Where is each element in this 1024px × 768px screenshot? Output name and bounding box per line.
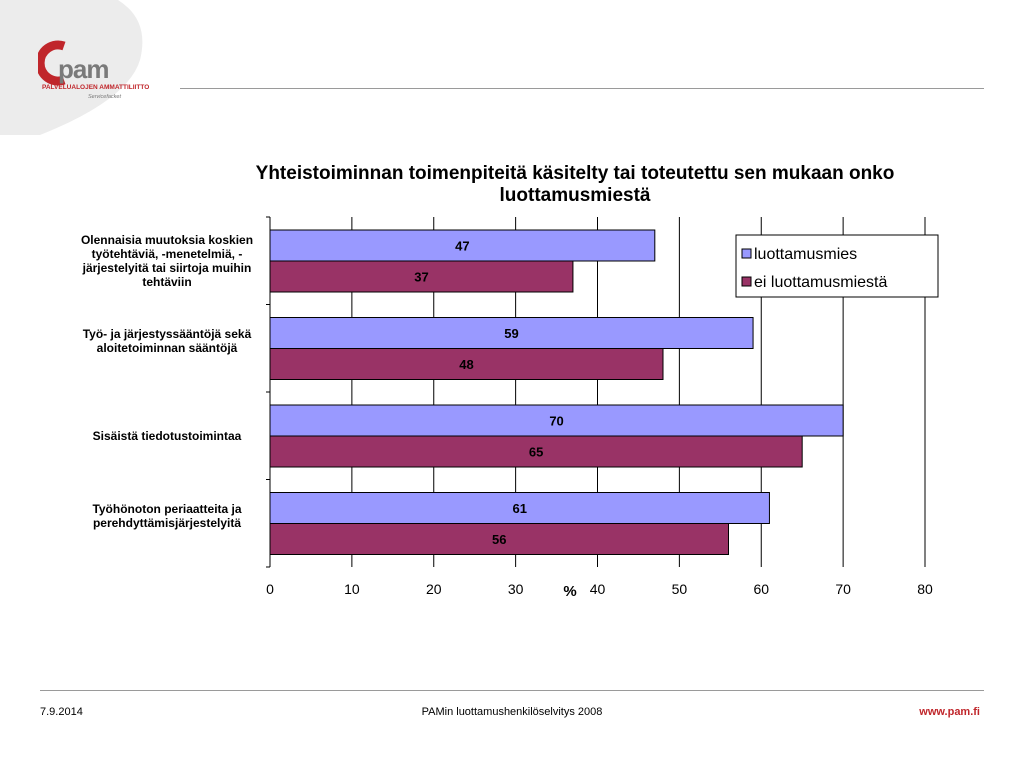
bar <box>269 229 656 262</box>
legend-box <box>735 234 939 298</box>
bar <box>269 523 729 555</box>
logo-tagline: Servicefacket <box>88 94 122 100</box>
legend-label: ei luottamusmiestä <box>754 274 887 291</box>
category-label: Olennaisia muutoksia koskien työtehtäviä… <box>80 232 254 289</box>
data-label: 47 <box>455 239 469 254</box>
x-tick-label: 0 <box>266 581 274 597</box>
bar <box>269 435 803 468</box>
logo-word: pam <box>58 54 109 84</box>
footer-link[interactable]: www.pam.fi <box>919 706 980 718</box>
x-tick-label: 30 <box>508 581 524 597</box>
x-tick-label: 10 <box>344 581 360 597</box>
x-tick-label: 80 <box>917 581 933 597</box>
logo-subtitle: PALVELUALOJEN AMMATTILIITTO <box>42 84 150 91</box>
header-divider <box>180 88 984 89</box>
legend-label: luottamusmies <box>754 246 857 263</box>
data-label: 70 <box>549 414 563 429</box>
bar <box>269 492 770 524</box>
x-tick-label: 50 <box>672 581 688 597</box>
x-tick-label: 70 <box>835 581 851 597</box>
pam-logo <box>38 40 198 110</box>
footer-date: 7.9.2014 <box>40 706 83 718</box>
category-label: Työhönoton periaatteita ja perehdyttämis… <box>92 502 242 531</box>
data-label: 37 <box>414 270 428 285</box>
data-label: 61 <box>512 501 526 516</box>
logo-heart-shape <box>0 0 143 135</box>
x-tick-label: 60 <box>753 581 769 597</box>
data-label: 59 <box>504 326 518 341</box>
data-label: 65 <box>529 445 543 460</box>
x-tick-label: 20 <box>426 581 442 597</box>
bar <box>269 317 754 349</box>
bar <box>269 348 664 380</box>
category-label: Työ- ja järjestyssääntöjä sekä aloitetoi… <box>82 327 252 356</box>
category-label: Sisäistä tiedotustoimintaa <box>92 428 242 443</box>
footer-divider <box>40 690 984 691</box>
x-axis-label: % <box>563 583 576 600</box>
legend-swatch <box>741 248 752 259</box>
data-label: 56 <box>492 532 506 547</box>
chart-title: Yhteistoiminnan toimenpiteitä käsitelty … <box>255 163 895 206</box>
logo-mark-icon <box>38 40 66 86</box>
bar <box>269 260 574 293</box>
bar-chart: 0 10 20 30 40 50 60 70 80% 47 37 59 48 70 65 61 56 luotta… <box>266 216 939 600</box>
x-tick-label: 40 <box>590 581 606 597</box>
data-label: 48 <box>459 357 473 372</box>
legend-swatch <box>741 276 752 287</box>
footer-title: PAMin luottamushenkilöselvitys 2008 <box>421 706 603 718</box>
